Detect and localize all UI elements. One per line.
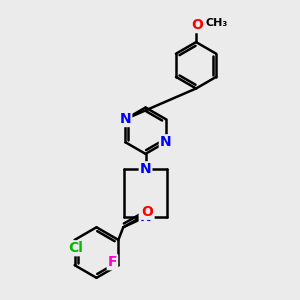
- Text: CH₃: CH₃: [205, 18, 227, 28]
- Text: Cl: Cl: [69, 241, 83, 255]
- Text: N: N: [140, 162, 152, 176]
- Text: N: N: [160, 135, 171, 149]
- Text: F: F: [108, 255, 117, 269]
- Text: O: O: [142, 205, 154, 219]
- Text: O: O: [192, 18, 203, 32]
- Text: N: N: [120, 112, 131, 126]
- Text: N: N: [140, 210, 152, 224]
